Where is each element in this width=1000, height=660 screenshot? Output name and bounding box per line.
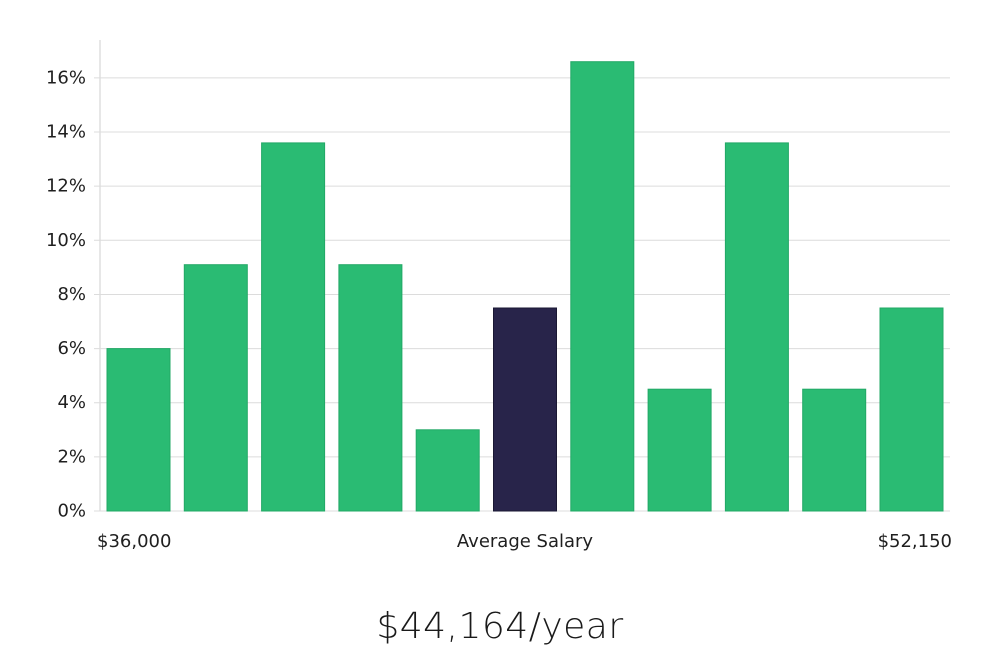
x-axis-labels: $36,000 Average Salary $52,150 [97,531,952,552]
bar[interactable] [570,61,635,512]
x-max-label: $52,150 [878,531,952,552]
bar[interactable] [879,307,944,512]
x-center-label: Average Salary [457,531,594,552]
bar[interactable] [802,388,867,512]
bars-layer [106,61,944,512]
average-salary-value: $44,164/year [376,606,624,647]
y-tick-label: 0% [57,501,86,522]
y-tick-label: 6% [57,338,86,359]
bar[interactable] [415,429,480,512]
y-tick-label: 14% [46,122,86,143]
bar[interactable] [338,264,403,512]
y-tick-label: 4% [57,392,86,413]
x-min-label: $36,000 [97,531,171,552]
y-tick-label: 2% [57,446,86,467]
bar[interactable] [724,142,789,512]
salary-distribution-chart: 0% 2% 4% 6% 8% 10% 12% 14% 16% $36,000 Average S… [46,40,952,552]
y-tick-label: 10% [46,230,86,251]
y-tick-label: 8% [57,284,86,305]
bar-highlighted[interactable] [493,307,557,512]
y-tick-label: 12% [46,176,86,197]
bar[interactable] [106,348,171,512]
bar[interactable] [183,264,248,512]
y-axis-labels: 0% 2% 4% 6% 8% 10% 12% 14% 16% [46,67,86,521]
y-tick-label: 16% [46,67,86,88]
chart-svg: 0% 2% 4% 6% 8% 10% 12% 14% 16% $36,000 Average S… [46,40,952,552]
bar[interactable] [261,142,326,512]
bar[interactable] [647,388,712,512]
